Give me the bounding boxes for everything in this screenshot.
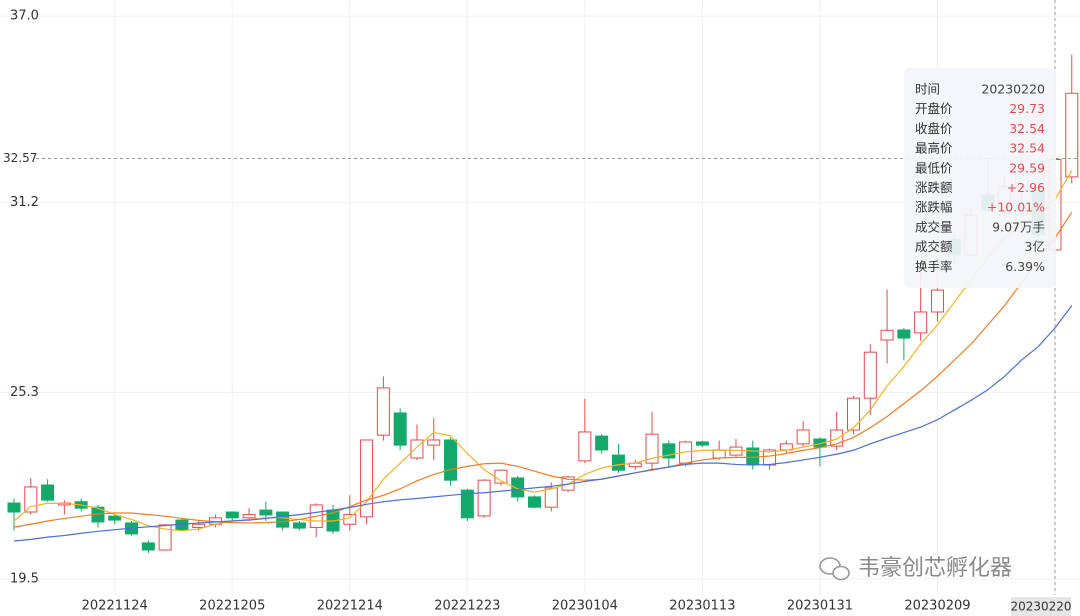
x-tick-label: 20221124: [82, 599, 148, 614]
candle-body: [259, 509, 273, 516]
candle-body: [242, 514, 256, 519]
y-tick-label: 31.2: [10, 195, 39, 210]
ma-line: [13, 211, 1073, 528]
tooltip-label: 时间: [915, 82, 940, 97]
candle-body: [108, 515, 122, 521]
candle-body: [276, 511, 290, 528]
candle-body: [24, 486, 38, 513]
tooltip-label: 成交额: [915, 239, 953, 254]
candle-body: [746, 447, 760, 465]
tooltip-value: 3亿: [1025, 239, 1045, 254]
x-tick-label: 20221214: [317, 599, 383, 614]
tooltip-label: 涨跌幅: [915, 200, 953, 215]
tooltip-value: 32.54: [1009, 121, 1045, 136]
candle-body: [477, 479, 491, 517]
candle-body: [796, 429, 810, 445]
tooltip-value: +10.01%: [987, 200, 1045, 215]
x-tick-label: 20221205: [199, 599, 265, 614]
x-tick-label: 20230209: [904, 599, 970, 614]
tooltip-value: 29.59: [1009, 160, 1045, 175]
candle-body: [1065, 92, 1079, 178]
candle-body: [343, 514, 357, 525]
candle-body: [930, 289, 944, 313]
tooltip-label: 最低价: [915, 160, 953, 175]
candle-body: [7, 502, 21, 513]
candle-body: [847, 397, 860, 431]
watermark: 韦豪创芯孵化器: [858, 556, 1012, 581]
y-tick-label: 19.5: [10, 571, 39, 586]
crosshair-x-label: 20230220: [1010, 600, 1071, 614]
tooltip-label: 成交量: [915, 219, 953, 234]
candle-body: [158, 524, 172, 551]
tooltip-value: 20230220: [981, 82, 1045, 97]
candle-body: [695, 441, 709, 446]
watermark-icon: [819, 557, 850, 581]
candle-body: [645, 433, 659, 464]
tooltip-value: 9.07万手: [992, 219, 1045, 234]
tooltip-value: +2.96: [1007, 180, 1045, 195]
candle-body: [376, 387, 390, 436]
tooltip-box: [904, 68, 1056, 288]
candle-body: [427, 439, 441, 446]
tooltip-label: 开盘价: [915, 101, 953, 116]
candle-body: [880, 329, 894, 341]
x-tick-label: 20230113: [669, 599, 735, 614]
candle-body: [527, 496, 541, 508]
candle-body: [914, 311, 928, 334]
tooltip-label: 最高价: [915, 141, 953, 156]
candle-body: [225, 511, 239, 519]
candle-body: [444, 439, 458, 481]
y-tick-label: 37.0: [10, 9, 39, 24]
ma-line: [13, 170, 1073, 532]
crosshair-x-label-box: [1010, 597, 1071, 616]
crosshair-y-label-box: [0, 149, 36, 168]
tooltip-value: 29.73: [1009, 101, 1045, 116]
tooltip-label: 换手率: [915, 259, 953, 274]
tooltip-label: 收盘价: [915, 121, 953, 136]
candle-body: [595, 435, 609, 451]
candle-body: [511, 477, 525, 498]
x-tick-label: 20221223: [434, 599, 500, 614]
candle-body: [578, 431, 592, 462]
candle-body: [544, 487, 558, 508]
tooltip-value: 6.39%: [1005, 259, 1045, 274]
tooltip-value: 32.54: [1009, 141, 1045, 156]
candle-body: [897, 329, 911, 339]
candle-body: [292, 522, 306, 529]
tooltip-label: 涨跌额: [915, 180, 953, 195]
candle-body: [813, 438, 827, 448]
candle-body: [863, 351, 877, 399]
y-tick-label: 25.3: [10, 385, 39, 400]
candle-body: [712, 449, 726, 459]
candle-body: [393, 412, 407, 446]
x-tick-label: 20230131: [787, 599, 853, 614]
ma-line: [13, 305, 1073, 542]
candle-body: [729, 446, 743, 456]
x-tick-label: 20230104: [552, 599, 618, 614]
candle-body: [460, 489, 474, 519]
candle-body: [611, 454, 625, 471]
candle-body: [141, 542, 155, 551]
crosshair-y-label: 32.57: [3, 151, 37, 165]
candle-body: [41, 484, 55, 501]
candle-body: [192, 523, 206, 528]
candle-body: [763, 449, 777, 466]
